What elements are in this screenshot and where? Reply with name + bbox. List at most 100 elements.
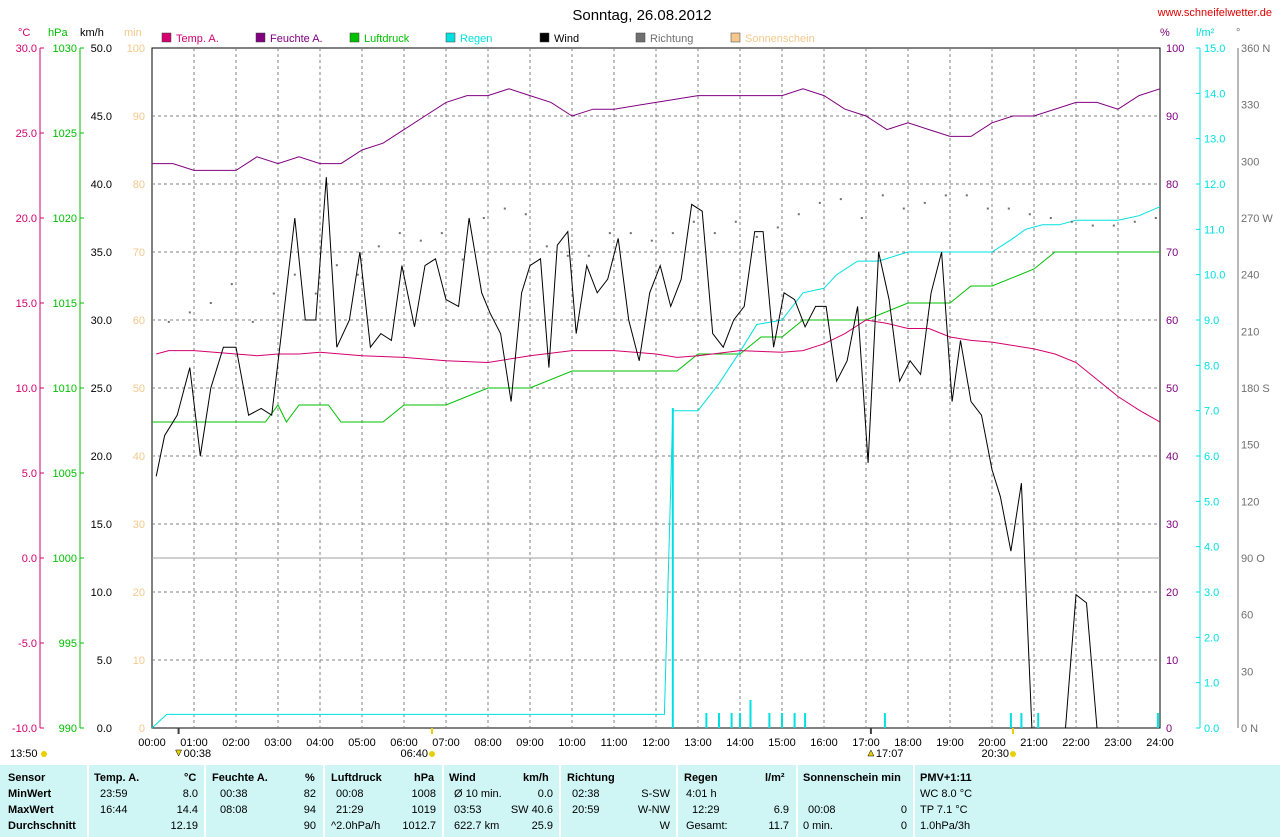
legend-swatch [161,32,172,43]
direction-tick-label: 90 O [1241,553,1265,565]
direction-point [356,273,359,276]
humidity-tick-label: 40 [1166,451,1178,463]
direction-point [818,201,821,204]
humidity-tick-label: 20 [1166,587,1178,599]
direction-avg: W [659,820,670,832]
direction-point [692,220,695,223]
sunshine-max-time: 00:08 [808,804,836,816]
arrow-down-icon [175,749,182,757]
column-divider [796,765,798,837]
temp-header: Temp. A. [94,772,140,784]
rain-tick-label: 11.0 [1204,224,1225,236]
direction-point [776,226,779,229]
temp-tick-label: -10.0 [12,723,37,735]
direction-point [881,194,884,197]
sun-tick-label: 40 [133,451,145,463]
sun-icon [1010,751,1016,757]
rain-tick-label: 8.0 [1204,360,1219,372]
direction-point [860,217,863,219]
event-markers: 00:38 06:40 17:07 20:30 [175,728,1016,760]
direction-point [503,207,506,210]
direction-min: S-SW [641,788,670,800]
legend-swatch [539,32,550,43]
statistics-panel: Sensor MinWert MaxWert Durchschnitt Temp… [0,765,1280,837]
column-divider [87,765,89,837]
humidity-unit-label: % [1160,27,1170,39]
temp-min: 8.0 [182,788,198,800]
direction-tick-label: 60 [1241,610,1253,622]
humidity-max-time: 08:08 [220,804,248,816]
sun-tick-label: 70 [133,247,145,259]
event-time-label: 06:40 [400,748,428,760]
humidity-avg: 90 [303,820,316,832]
rain-header: Regen [684,772,718,784]
wind-unit-label: km/h [80,27,104,39]
direction-point [461,258,464,261]
sun-tick-label: 50 [133,383,145,395]
temp-avg: 12.19 [170,820,198,832]
direction-point [293,273,296,276]
legend-label: Luftdruck [364,33,410,45]
pmv-min: WC 8.0 °C [920,788,973,800]
pressure-tick-label: 995 [59,638,77,650]
rain-tick-label: 5.0 [1204,496,1219,508]
rain-tick-label: 4.0 [1204,542,1219,554]
chart-title: Sonntag, 26.08.2012 [572,7,711,24]
sunshine-total-label: 0 min. [803,820,833,832]
sun-tick-label: 30 [133,519,145,531]
direction-point [1070,220,1073,223]
direction-point [608,232,611,235]
pmv-max: TP 7.1 °C [920,804,968,816]
pressure-unit: hPa [414,772,435,784]
pressure-tick-label: 1005 [53,468,77,480]
wind-min: 0.0 [537,788,553,800]
time-tick-label: 19:00 [936,737,964,749]
wind-tick-label: 5.0 [97,655,112,667]
pressure-tick-label: 1015 [53,298,77,310]
direction-point [398,232,401,235]
direction-point [545,245,548,248]
rain-tick-label: 14.0 [1204,88,1225,100]
direction-point [671,232,674,235]
direction-point [986,207,989,210]
pressure-tick-label: 1020 [53,213,77,225]
direction-point [944,194,947,197]
time-tick-label: 15:00 [768,737,796,749]
direction-tick-label: 120 [1241,496,1259,508]
website-link[interactable]: www.schneifelwetter.de [1157,7,1272,19]
temp-max-time: 16:44 [100,804,128,816]
humidity-tick-label: 80 [1166,179,1178,191]
rain-tick-label: 2.0 [1204,632,1219,644]
rain-max-time: 12:29 [692,804,720,816]
rain-max: 6.9 [773,804,789,816]
wind-unit: km/h [523,772,549,784]
humidity-min: 82 [303,788,316,800]
wind-tick-label: 10.0 [91,587,112,599]
humidity-unit: % [305,772,315,784]
pressure-tick-label: 1030 [53,43,77,55]
column-divider [323,765,325,837]
temp-tick-label: 5.0 [22,468,37,480]
rain-tick-label: 9.0 [1204,315,1219,327]
chart-axes: °C hPa km/h min% l/m² ° 30.0 25.0 20.0 15.0 10.0 5.… [10,27,1273,760]
wind-tick-label: 20.0 [91,451,112,463]
column-divider [559,765,561,837]
wind-avg: 25.9 [531,820,553,832]
direction-tick-label: 150 [1241,440,1259,452]
direction-tick-label: 0 N [1241,723,1258,735]
row-label-max: MaxWert [8,804,54,816]
time-tick-label: 01:00 [180,737,208,749]
direction-point [314,292,317,295]
legend-label: Richtung [650,33,693,45]
rain-tick-label: 13.0 [1204,134,1225,146]
direction-header: Richtung [567,772,615,784]
rain-line [151,206,1161,729]
direction-max-time: 20:59 [572,804,600,816]
rain-unit-label: l/m² [1196,27,1215,39]
humidity-max: 94 [303,804,316,816]
rain-duration: 4:01 h [686,788,717,800]
wind-tick-label: 15.0 [91,519,112,531]
rain-tick-label: 12.0 [1204,179,1225,191]
legend-label: Wind [554,33,579,45]
legend-swatch [349,32,360,43]
